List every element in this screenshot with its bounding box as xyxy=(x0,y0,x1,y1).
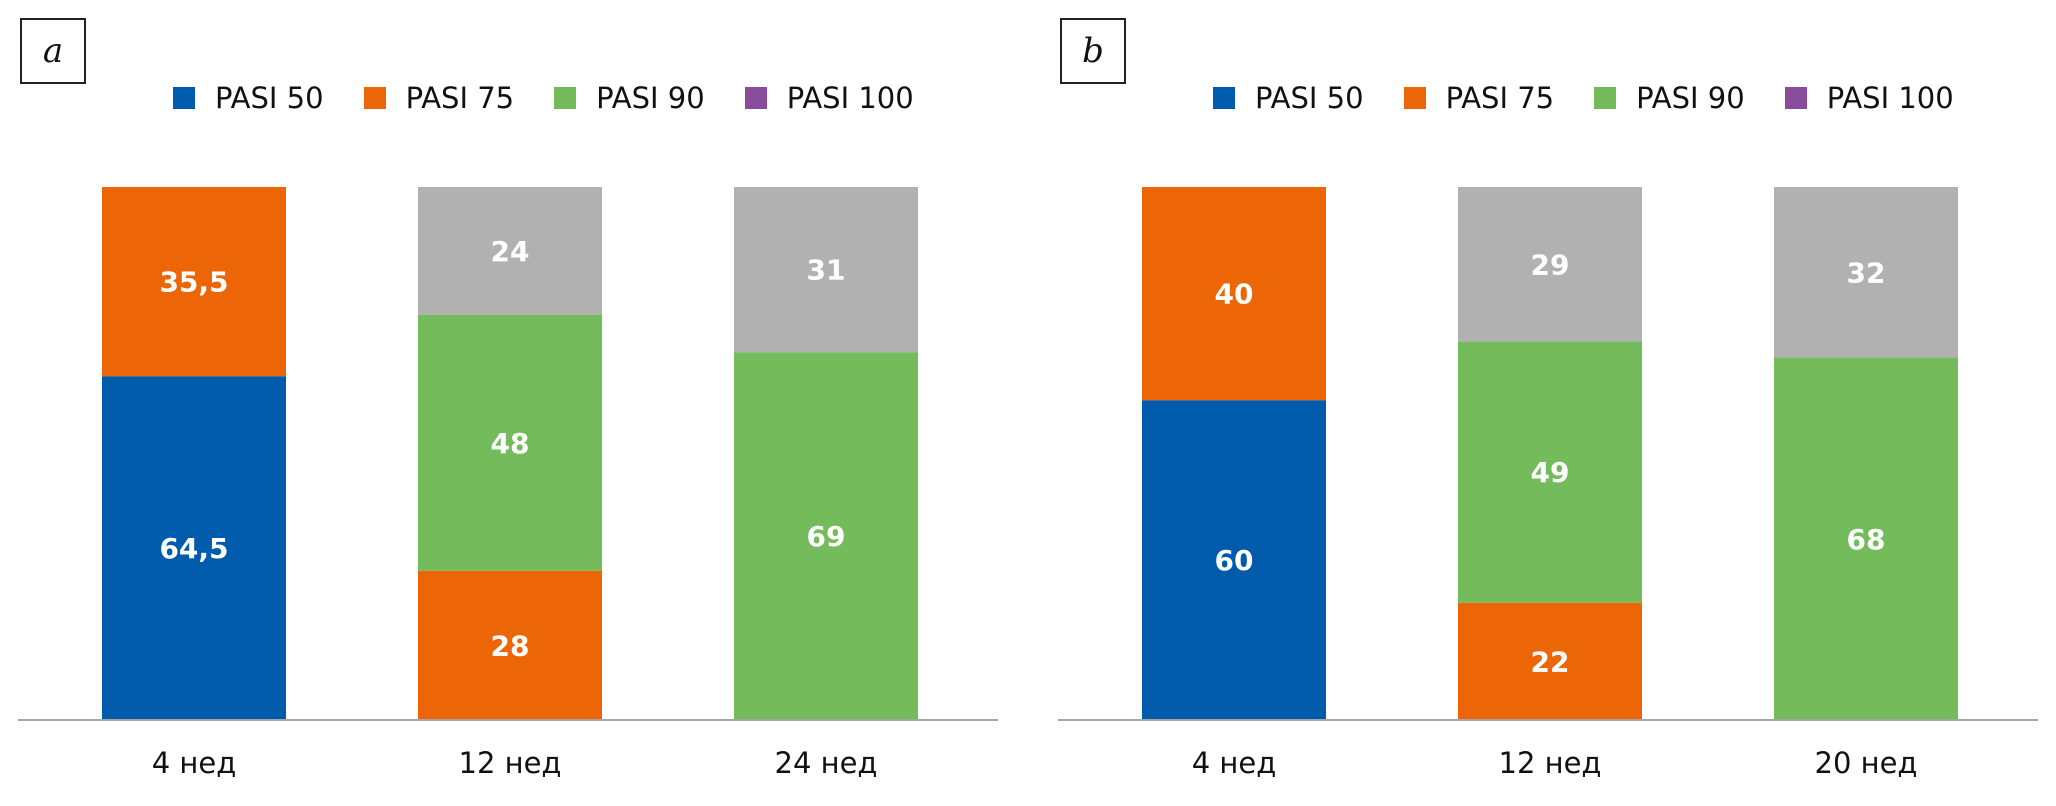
bar-value-label: 60 xyxy=(1215,544,1254,577)
legend-label: PASI 90 xyxy=(1636,81,1745,115)
chart-panel-b: b PASI 50 PASI 75 PASI 90 PASI 100 60 40 4… xyxy=(1058,0,2056,806)
legend-swatch xyxy=(1594,87,1617,109)
chart-panel-a: a PASI 50 PASI 75 PASI 90 PASI 100 64,5 3… xyxy=(18,0,1018,806)
stacked-bar-plot: 60 40 4 нед 22 49 29 12 нед 68 32 20 нед xyxy=(1058,187,2038,780)
bar-segment-pasi-90 xyxy=(418,314,602,571)
legend-label: PASI 100 xyxy=(786,81,914,115)
x-tick-label: 12 нед xyxy=(459,746,562,780)
bar-value-label: 68 xyxy=(1847,523,1886,556)
bar-segment-pasi-50 xyxy=(1142,400,1326,720)
bar-value-label: 48 xyxy=(491,427,530,460)
legend-item-pasi-100: PASI 100 xyxy=(744,81,914,115)
bar-value-label: 35,5 xyxy=(159,266,228,299)
legend-label: PASI 50 xyxy=(1255,81,1364,115)
bar-segment-pasi-75 xyxy=(102,187,286,377)
legend-label: PASI 75 xyxy=(405,81,515,115)
bar-value-label: 49 xyxy=(1531,456,1570,489)
legend-label: PASI 50 xyxy=(215,81,324,115)
legend-label: PASI 75 xyxy=(1445,81,1555,115)
bar-value-label: 28 xyxy=(491,629,530,662)
bar-segment-pasi-100 xyxy=(418,187,602,315)
bar-segment-pasi-100 xyxy=(1458,187,1642,342)
bar-segment-pasi-90 xyxy=(1458,341,1642,603)
bar-value-label: 22 xyxy=(1531,645,1570,678)
legend-swatch xyxy=(1403,87,1426,109)
bar-value-label: 64,5 xyxy=(159,532,228,565)
legend-swatch xyxy=(554,87,577,109)
bar-segment-pasi-75 xyxy=(1142,187,1326,401)
panel-label: a xyxy=(20,18,86,84)
bar-segment-pasi-50 xyxy=(102,376,286,720)
legend: PASI 50 PASI 75 PASI 90 PASI 100 xyxy=(1213,76,1954,120)
legend-swatch xyxy=(1213,87,1235,109)
bar-value-label: 24 xyxy=(491,235,530,268)
legend-label: PASI 100 xyxy=(1826,81,1954,115)
legend-item-pasi-75: PASI 75 xyxy=(1403,81,1555,115)
x-tick-label: 24 нед xyxy=(775,746,878,780)
legend-label: PASI 90 xyxy=(596,81,705,115)
bar-segment-pasi-75 xyxy=(1458,602,1642,720)
legend-swatch xyxy=(173,87,195,109)
legend-swatch xyxy=(1784,87,1807,109)
legend-item-pasi-90: PASI 90 xyxy=(1594,81,1745,115)
legend-swatch xyxy=(363,87,386,109)
bar-segment-pasi-90 xyxy=(734,352,918,720)
bar-segment-pasi-75 xyxy=(418,570,602,720)
x-tick-label: 4 нед xyxy=(1192,746,1277,780)
x-tick-label: 12 нед xyxy=(1499,746,1602,780)
bar-value-label: 31 xyxy=(807,254,846,287)
bar-value-label: 69 xyxy=(807,520,846,553)
bar-value-label: 29 xyxy=(1531,248,1570,281)
legend-item-pasi-90: PASI 90 xyxy=(554,81,705,115)
bar-value-label: 32 xyxy=(1847,256,1886,289)
x-tick-label: 4 нед xyxy=(152,746,237,780)
bar-segment-pasi-100 xyxy=(734,187,918,353)
legend-item-pasi-50: PASI 50 xyxy=(173,81,324,115)
legend-item-pasi-50: PASI 50 xyxy=(1213,81,1364,115)
bar-segment-pasi-100 xyxy=(1774,187,1958,358)
x-tick-label: 20 нед xyxy=(1815,746,1918,780)
stacked-bar-plot: 64,5 35,5 4 нед 28 48 24 12 нед 69 31 24 нед xyxy=(18,187,998,780)
legend-swatch xyxy=(744,87,767,109)
bar-segment-pasi-90 xyxy=(1774,357,1958,720)
legend-item-pasi-75: PASI 75 xyxy=(363,81,515,115)
bar-value-label: 40 xyxy=(1215,278,1254,311)
panel-label: b xyxy=(1060,18,1126,84)
legend: PASI 50 PASI 75 PASI 90 PASI 100 xyxy=(173,76,914,120)
legend-item-pasi-100: PASI 100 xyxy=(1784,81,1954,115)
